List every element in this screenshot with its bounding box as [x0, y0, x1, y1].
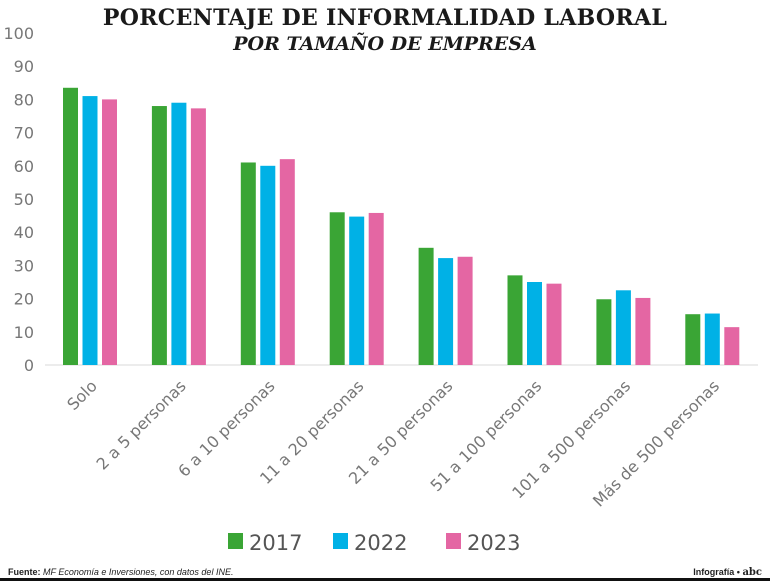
legend-label: 2022: [354, 531, 407, 555]
legend-label: 2023: [467, 531, 520, 555]
bar-2017: [329, 212, 345, 365]
bar-2023: [457, 256, 473, 365]
source-label: Fuente:: [8, 567, 41, 577]
chart-subtitle: POR TAMAÑO DE EMPRESA: [233, 33, 537, 55]
source-note: Fuente: MF Economía e Inversiones, con d…: [8, 567, 233, 577]
y-tick-label: 100: [3, 24, 34, 43]
legend-swatch-2017: [228, 533, 243, 549]
bar-2022: [171, 102, 187, 365]
y-tick-label: 10: [14, 323, 34, 342]
source-text: MF Economía e Inversiones, con datos del…: [43, 567, 234, 577]
bar-2017: [151, 106, 167, 365]
credit: Infografía • abc: [693, 567, 762, 578]
bar-2023: [102, 99, 117, 366]
y-tick-label: 40: [14, 223, 34, 242]
bar-2023: [279, 159, 295, 365]
bar-2022: [82, 96, 98, 365]
bar-2017: [596, 299, 612, 365]
bar-2022: [704, 313, 720, 365]
bar-2022: [260, 165, 276, 365]
x-tick-label: Solo: [63, 376, 101, 414]
abc-logo: abc: [742, 567, 762, 578]
bar-2023: [368, 212, 384, 365]
chart-title: PORCENTAJE DE INFORMALIDAD LABORAL: [102, 5, 668, 31]
legend-label: 2017: [249, 531, 302, 555]
x-tick-label: 6 a 10 personas: [174, 376, 278, 480]
bar-2022: [527, 282, 542, 365]
legend-swatch-2023: [446, 533, 461, 549]
y-tick-label: 0: [24, 356, 34, 375]
y-tick-label: 90: [14, 57, 34, 76]
y-tick-label: 60: [14, 157, 34, 176]
bar-2017: [63, 87, 78, 365]
y-tick-label: 30: [14, 256, 34, 275]
credit-text: Infografía •: [693, 567, 740, 577]
bar-2023: [635, 297, 651, 365]
bar-2017: [507, 275, 523, 365]
bar-2022: [438, 258, 454, 365]
bar-2022: [615, 290, 631, 365]
footer: Fuente: MF Economía e Inversiones, con d…: [0, 564, 770, 581]
y-tick-label: 50: [14, 190, 34, 209]
bar-2023: [546, 283, 562, 365]
y-tick-label: 20: [14, 290, 34, 309]
bar-2017: [685, 314, 701, 365]
x-tick-label: 2 a 5 personas: [93, 376, 190, 473]
bar-2017: [418, 247, 434, 365]
bar-2023: [724, 327, 740, 365]
bar-2022: [349, 216, 365, 365]
bar-2023: [190, 108, 206, 365]
y-tick-label: 80: [14, 90, 34, 109]
legend-swatch-2022: [333, 533, 348, 549]
y-tick-label: 70: [14, 124, 34, 143]
bar-2017: [240, 162, 256, 365]
